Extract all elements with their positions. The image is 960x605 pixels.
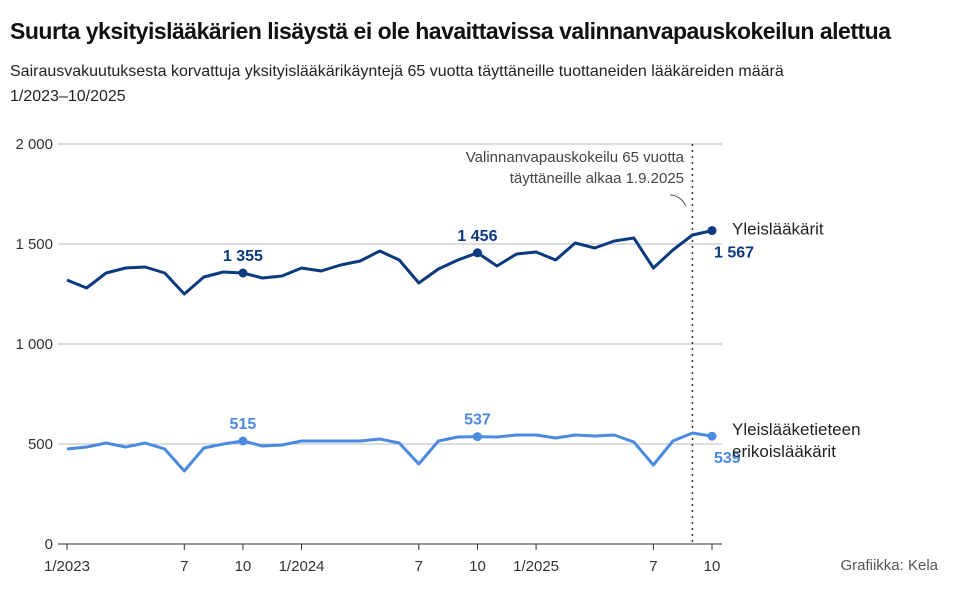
data-point [707, 226, 717, 236]
y-tick-label: 1 000 [15, 336, 53, 353]
x-tick-label: 10 [469, 558, 486, 575]
chart-title: Suurta yksityislääkärien lisäystä ei ole… [10, 18, 891, 44]
x-tick-label: 1/2023 [44, 558, 90, 575]
data-point [707, 431, 717, 441]
y-tick-label: 1 500 [15, 236, 53, 253]
data-label: 539 [714, 450, 741, 467]
series-line [66, 229, 713, 296]
annotation-text: täyttäneille alkaa 1.9.2025 [510, 170, 684, 187]
data-label: 1 355 [223, 248, 263, 265]
chart-subtitle: Sairausvakuutuksesta korvattuja yksityis… [10, 63, 784, 80]
x-tick-label: 1/2024 [279, 558, 325, 575]
annotation-arrow [669, 194, 687, 207]
x-tick-label: 1/2025 [513, 558, 559, 575]
annotation-text: Valinnanvapauskokeilu 65 vuotta [466, 149, 685, 166]
data-label: 1 456 [457, 228, 497, 245]
credit: Grafiikka: Kela [840, 557, 938, 574]
y-tick-label: 0 [45, 536, 53, 553]
data-label: 1 567 [714, 245, 754, 262]
data-label: 537 [464, 412, 491, 429]
x-tick-label: 7 [415, 558, 423, 575]
legend-label: Yleislääkärit [732, 220, 824, 239]
x-tick-label: 7 [649, 558, 657, 575]
legend-label: Yleislääketieteen [732, 420, 861, 439]
data-point [238, 436, 248, 446]
data-point [472, 248, 482, 258]
y-tick-label: 500 [28, 436, 53, 453]
x-tick-label: 10 [704, 558, 721, 575]
y-tick-label: 2 000 [15, 136, 53, 153]
series-line [66, 431, 713, 473]
data-point [238, 268, 248, 278]
x-tick-label: 7 [180, 558, 188, 575]
data-point [472, 432, 482, 442]
chart-period: 1/2023–10/2025 [10, 88, 126, 105]
data-label: 515 [230, 416, 257, 433]
legend-label: erikoislääkärit [732, 442, 836, 461]
x-tick-label: 10 [235, 558, 252, 575]
